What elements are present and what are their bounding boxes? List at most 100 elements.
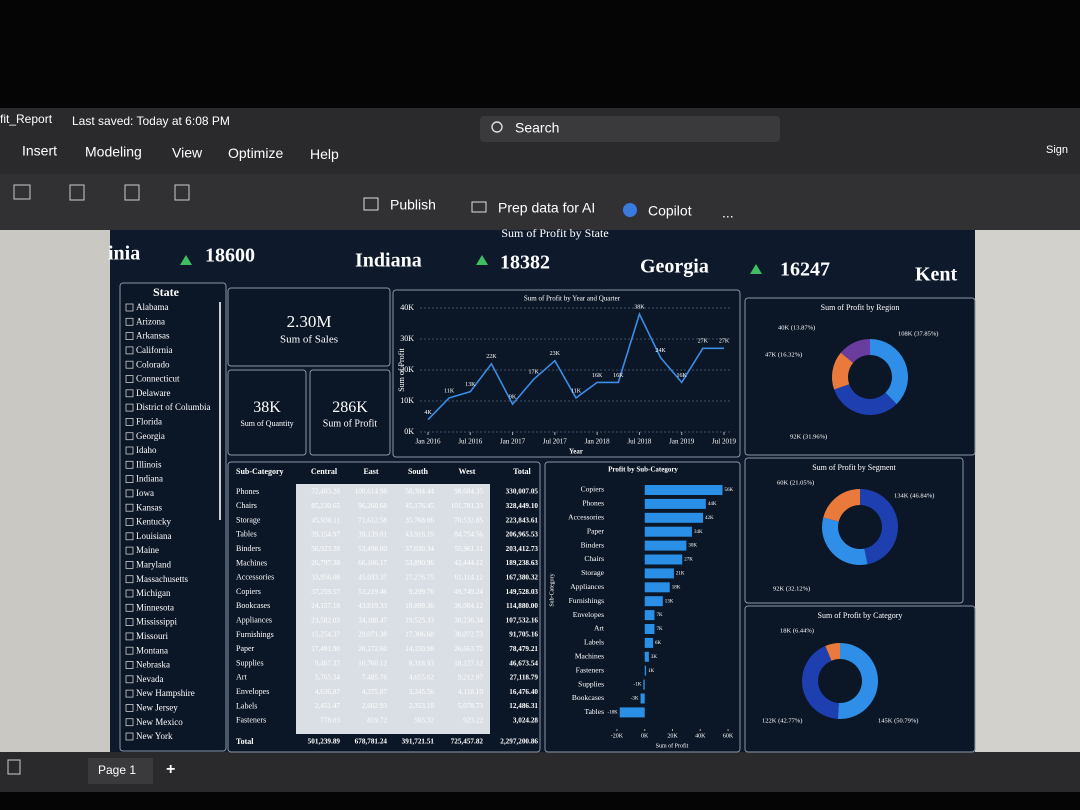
slicer-item[interactable]: Delaware xyxy=(136,388,170,398)
calc-icon[interactable] xyxy=(174,184,190,201)
checkbox[interactable] xyxy=(125,518,134,526)
y-tick-label: Copiers xyxy=(581,485,604,494)
ticker-value: 18382 xyxy=(500,252,550,274)
slicer-item[interactable]: New Jersey xyxy=(136,702,178,712)
checkbox[interactable] xyxy=(125,704,134,712)
checkbox[interactable] xyxy=(125,532,134,541)
checkbox[interactable] xyxy=(125,546,134,555)
table-cell: 17,306.68 xyxy=(405,631,434,639)
undo-icon[interactable] xyxy=(69,184,85,201)
slicer-item[interactable]: Nevada xyxy=(136,674,163,684)
menu-item[interactable]: View xyxy=(172,144,203,160)
checkbox[interactable] xyxy=(125,417,134,426)
checkbox[interactable] xyxy=(125,618,134,626)
page-tab[interactable] xyxy=(88,758,153,784)
checkbox[interactable] xyxy=(125,603,134,612)
search-box[interactable] xyxy=(480,116,780,142)
slicer-item[interactable]: Alabama xyxy=(136,302,168,312)
table-cell: 501,239.89 xyxy=(308,738,341,746)
x-tick-label: Jul 2019 xyxy=(712,438,736,446)
data-label: 27K xyxy=(719,339,730,345)
checkbox[interactable] xyxy=(125,589,134,598)
checkbox[interactable] xyxy=(125,389,134,398)
slicer-item[interactable]: Iowa xyxy=(136,488,154,498)
slicer-item[interactable]: Kentucky xyxy=(136,517,171,527)
checkbox[interactable] xyxy=(125,360,134,369)
slicer-item[interactable]: Illinois xyxy=(136,459,162,469)
slicer-item[interactable]: Arkansas xyxy=(136,331,170,341)
add-page[interactable]: + xyxy=(166,761,175,778)
checkbox[interactable] xyxy=(125,561,134,569)
checkbox[interactable] xyxy=(125,575,134,584)
toolbar-button[interactable]: Copilot xyxy=(648,203,692,219)
table-cell: 18,127.12 xyxy=(454,659,483,667)
checkbox[interactable] xyxy=(125,732,134,741)
menu-item[interactable]: Modeling xyxy=(85,144,142,160)
slicer-item[interactable]: District of Columbia xyxy=(136,402,211,412)
checkbox[interactable] xyxy=(125,689,134,698)
checkbox[interactable] xyxy=(125,446,134,455)
slicer-item[interactable]: Maryland xyxy=(136,559,171,569)
checkbox[interactable] xyxy=(125,432,134,441)
slicer-item[interactable]: California xyxy=(136,345,173,355)
checkbox[interactable] xyxy=(125,503,134,512)
slicer-item[interactable]: Louisiana xyxy=(136,531,172,541)
checkbox[interactable] xyxy=(125,317,134,326)
checkbox[interactable] xyxy=(125,489,134,498)
slicer-item[interactable]: Massachusetts xyxy=(136,574,188,584)
table-cell: 167,380.32 xyxy=(506,573,539,581)
page-tab-label[interactable]: Page 1 xyxy=(98,763,136,777)
chart-icon[interactable] xyxy=(124,184,140,201)
checkbox[interactable] xyxy=(125,661,134,669)
slicer-item[interactable]: Maine xyxy=(136,545,159,555)
slicer-item[interactable]: Michigan xyxy=(136,588,171,598)
slicer-item[interactable]: Connecticut xyxy=(136,374,180,384)
checkbox[interactable] xyxy=(125,675,134,684)
checkbox[interactable] xyxy=(125,632,134,641)
checkbox[interactable] xyxy=(125,475,134,484)
slicer-item[interactable]: New York xyxy=(136,731,173,741)
menu-item[interactable]: Help xyxy=(310,146,339,162)
toolbar-button[interactable]: ... xyxy=(722,205,734,221)
slicer-item[interactable]: Indiana xyxy=(136,474,163,484)
table-cell: 26,797.38 xyxy=(311,559,340,567)
menu-item[interactable]: Optimize xyxy=(228,145,283,161)
page-nav[interactable] xyxy=(7,759,21,775)
table-cell: 27,276.75 xyxy=(405,573,434,581)
chart-title: Sum of Profit by Category xyxy=(818,611,903,620)
slicer-item[interactable]: Minnesota xyxy=(136,602,174,612)
checkbox[interactable] xyxy=(125,460,134,469)
slicer-item[interactable]: Montana xyxy=(136,645,168,655)
checkbox[interactable] xyxy=(125,718,134,727)
table-cell: 391,721.51 xyxy=(402,738,435,746)
table-cell: Art xyxy=(236,673,247,682)
slicer-item[interactable]: Florida xyxy=(136,416,162,426)
slicer-item[interactable]: Idaho xyxy=(136,445,157,455)
toolbar-button[interactable]: Publish xyxy=(390,197,436,213)
slicer-item[interactable]: Colorado xyxy=(136,359,170,369)
slicer-item[interactable]: Missouri xyxy=(136,631,169,641)
menu-item[interactable]: Insert xyxy=(22,143,57,159)
slicer-item[interactable]: Nebraska xyxy=(136,660,170,670)
sign-in[interactable]: Sign xyxy=(1046,144,1068,156)
slicer-item[interactable]: Kansas xyxy=(136,502,162,512)
table-cell: 12,486.31 xyxy=(509,702,538,710)
checkbox[interactable] xyxy=(125,303,134,312)
search-label[interactable]: Search xyxy=(515,120,559,136)
slicer-item[interactable]: Arizona xyxy=(136,316,165,326)
slicer-item[interactable]: Mississippi xyxy=(136,617,178,627)
y-tick-label: Bookcases xyxy=(572,693,604,702)
bar xyxy=(644,665,647,676)
save-icon[interactable] xyxy=(13,184,31,200)
checkbox[interactable] xyxy=(125,346,134,355)
toolbar-button[interactable]: Prep data for AI xyxy=(498,200,595,216)
slicer-item[interactable]: Georgia xyxy=(136,431,165,441)
checkbox[interactable] xyxy=(125,332,134,341)
checkbox[interactable] xyxy=(125,403,134,412)
checkbox[interactable] xyxy=(125,646,134,655)
checkbox[interactable] xyxy=(125,375,134,383)
bar xyxy=(644,624,655,634)
slicer-item[interactable]: New Mexico xyxy=(136,717,183,727)
slicer-item[interactable]: New Hampshire xyxy=(136,688,195,698)
